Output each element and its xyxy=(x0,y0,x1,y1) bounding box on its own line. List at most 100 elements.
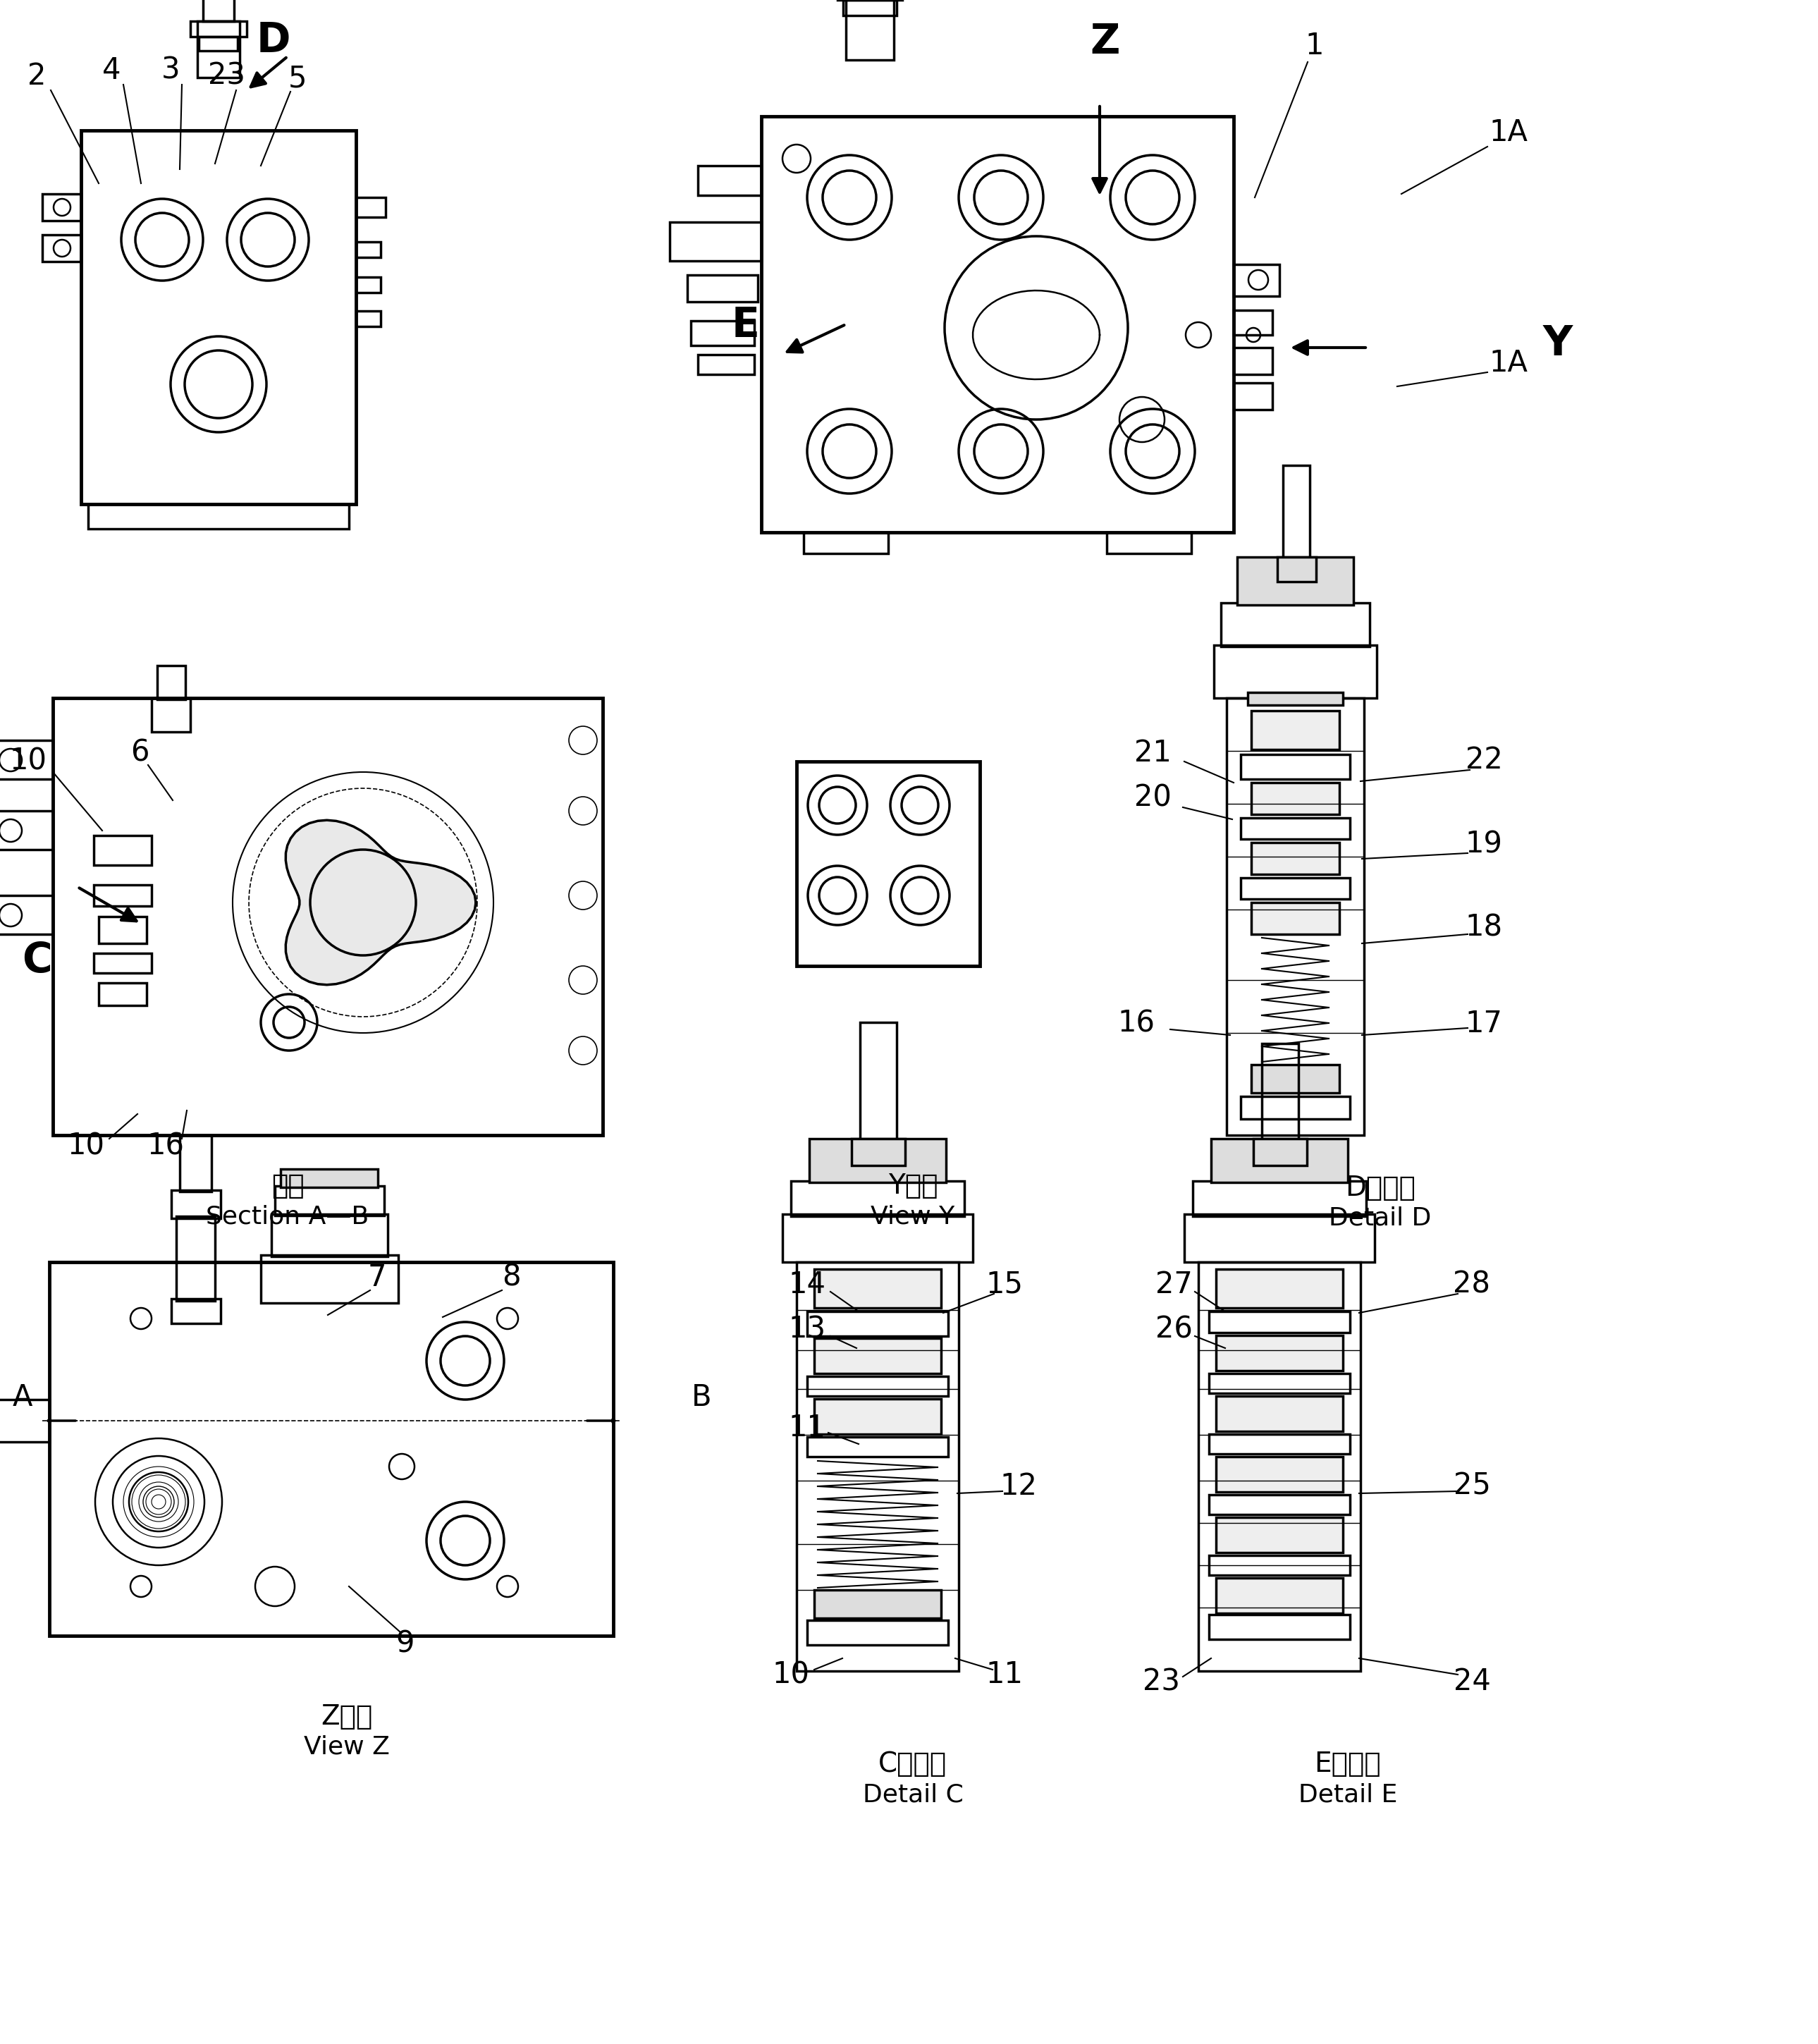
Bar xyxy=(860,1022,896,1141)
Bar xyxy=(1209,1494,1351,1515)
Bar xyxy=(204,0,235,20)
Bar xyxy=(1247,693,1344,705)
Bar xyxy=(1251,783,1340,814)
Bar xyxy=(698,166,762,196)
Bar xyxy=(49,1261,613,1635)
Bar xyxy=(98,916,147,944)
Bar xyxy=(809,1139,945,1181)
Text: D　詳細: D 詳細 xyxy=(1345,1175,1416,1202)
Text: 23: 23 xyxy=(209,61,245,90)
Bar xyxy=(1278,558,1316,583)
Bar xyxy=(356,278,380,292)
Bar xyxy=(698,356,754,374)
Bar xyxy=(1214,646,1376,697)
Text: 23: 23 xyxy=(1144,1666,1180,1697)
Bar xyxy=(260,1255,398,1302)
Text: Detail D: Detail D xyxy=(1329,1206,1431,1230)
Text: Y　視: Y 視 xyxy=(887,1173,938,1200)
Bar xyxy=(1262,1044,1298,1141)
Bar xyxy=(1251,842,1340,875)
Text: 9: 9 xyxy=(396,1629,415,1660)
Bar xyxy=(151,697,191,732)
Bar xyxy=(851,1139,905,1165)
Text: 断面: 断面 xyxy=(271,1173,304,1200)
Bar xyxy=(687,276,758,303)
Text: Detail C: Detail C xyxy=(862,1782,964,1807)
Text: 22: 22 xyxy=(1465,746,1502,775)
Text: 10: 10 xyxy=(773,1660,809,1688)
Text: E　詳細: E 詳細 xyxy=(1314,1752,1382,1778)
Text: Section A—B: Section A—B xyxy=(205,1204,369,1228)
Text: 13: 13 xyxy=(789,1314,825,1343)
Text: 8: 8 xyxy=(502,1263,520,1292)
Bar xyxy=(796,762,980,967)
Bar xyxy=(1253,1139,1307,1165)
Bar xyxy=(814,1269,942,1308)
Bar xyxy=(1198,1261,1360,1672)
Bar xyxy=(1251,1065,1340,1094)
Bar xyxy=(782,1214,973,1261)
Bar xyxy=(1209,1374,1351,1394)
Bar xyxy=(1209,1435,1351,1453)
Text: 27: 27 xyxy=(1154,1269,1193,1300)
Text: B: B xyxy=(691,1382,711,1412)
Text: View Z: View Z xyxy=(304,1735,389,1760)
Text: 7: 7 xyxy=(367,1263,387,1292)
Bar xyxy=(42,194,82,221)
Bar xyxy=(1216,1335,1344,1372)
Bar xyxy=(796,1261,958,1672)
Bar xyxy=(1251,903,1340,934)
Bar xyxy=(1216,1517,1344,1553)
Bar xyxy=(791,1181,964,1216)
Text: 26: 26 xyxy=(1154,1314,1193,1343)
Bar xyxy=(95,836,151,865)
Bar xyxy=(95,953,151,973)
Bar xyxy=(845,0,894,59)
Text: 1A: 1A xyxy=(1489,119,1527,147)
Bar xyxy=(1240,877,1351,899)
Bar xyxy=(82,131,356,505)
Text: Z　視: Z 視 xyxy=(322,1703,373,1729)
Bar xyxy=(0,811,53,850)
Text: 10: 10 xyxy=(9,746,47,777)
Text: 4: 4 xyxy=(102,55,120,86)
Bar xyxy=(198,20,240,78)
Bar xyxy=(1209,1312,1351,1333)
Text: 14: 14 xyxy=(789,1269,825,1300)
Bar xyxy=(1216,1269,1344,1308)
Bar xyxy=(198,37,238,51)
Text: 12: 12 xyxy=(1000,1472,1038,1500)
Bar xyxy=(1216,1578,1344,1613)
Bar xyxy=(191,20,247,37)
Bar xyxy=(280,1169,378,1188)
Bar xyxy=(42,235,82,262)
Bar xyxy=(1209,1555,1351,1576)
Text: 20: 20 xyxy=(1134,783,1171,814)
Bar xyxy=(0,895,53,934)
Text: 11: 11 xyxy=(985,1660,1024,1688)
Bar xyxy=(1240,818,1351,838)
Text: 1: 1 xyxy=(1305,31,1324,61)
Bar xyxy=(804,531,889,554)
Bar xyxy=(356,311,380,327)
Bar xyxy=(1284,466,1309,558)
Bar xyxy=(1227,697,1364,1134)
Text: C: C xyxy=(22,940,51,981)
Bar xyxy=(814,1339,942,1374)
Bar xyxy=(176,1216,215,1300)
Bar xyxy=(87,505,349,529)
Bar xyxy=(807,1621,949,1645)
Text: 10: 10 xyxy=(67,1130,105,1161)
Bar xyxy=(762,117,1234,531)
Text: 11: 11 xyxy=(789,1412,825,1443)
Bar xyxy=(669,223,762,262)
Bar xyxy=(1222,603,1369,646)
Text: Z: Z xyxy=(1091,22,1120,63)
Bar xyxy=(95,885,151,905)
Text: 5: 5 xyxy=(287,63,307,94)
Text: 15: 15 xyxy=(985,1269,1024,1300)
Bar xyxy=(1236,558,1353,605)
Text: 18: 18 xyxy=(1465,912,1503,942)
Bar xyxy=(1234,264,1280,296)
Text: E: E xyxy=(733,307,760,345)
